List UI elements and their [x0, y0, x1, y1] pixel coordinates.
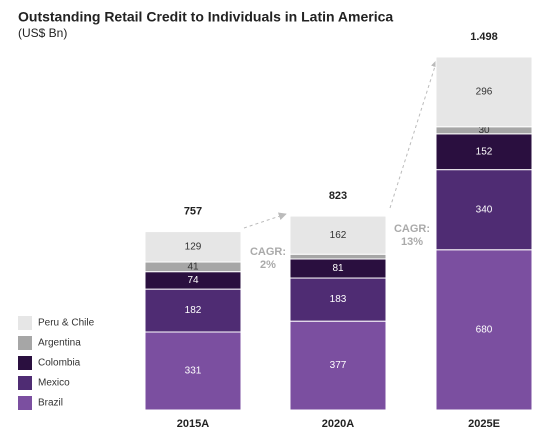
annotation: 13%	[401, 236, 423, 248]
legend-swatch	[18, 316, 32, 330]
total-label: 1.498	[470, 31, 498, 43]
value-label: 377	[330, 360, 347, 371]
value-label: 182	[185, 305, 202, 316]
bar-segment	[435, 249, 533, 411]
value-label: 331	[185, 366, 202, 377]
bar-segment	[289, 320, 387, 411]
bar-segment	[435, 133, 533, 171]
legend-label: Brazil	[38, 398, 63, 409]
legend-label: Peru & Chile	[38, 318, 95, 329]
total-label: 823	[329, 190, 347, 202]
bar-segment	[144, 288, 242, 333]
annotation: CAGR:	[250, 246, 286, 258]
bar-segment	[144, 331, 242, 411]
legend-label: Colombia	[38, 358, 81, 369]
x-tick-label: 2020A	[322, 418, 354, 430]
arrow	[243, 212, 287, 229]
legend-label: Argentina	[38, 338, 81, 349]
value-label: 152	[476, 146, 493, 157]
legend-swatch	[18, 376, 32, 390]
value-label: 129	[185, 241, 202, 252]
bar-segment	[289, 277, 387, 322]
chart-subtitle: (US$ Bn)	[18, 26, 67, 40]
chart-title: Outstanding Retail Credit to Individuals…	[18, 9, 393, 25]
bar-segment	[289, 253, 387, 260]
x-tick-label: 2025E	[468, 418, 500, 430]
value-label: 41	[187, 261, 199, 272]
arrow	[389, 59, 439, 209]
legend-label: Mexico	[38, 378, 70, 389]
value-label: 183	[330, 294, 347, 305]
value-label: 296	[476, 87, 493, 98]
bar-segment	[435, 169, 533, 251]
value-label: 81	[332, 263, 344, 274]
annotation: 2%	[260, 259, 276, 271]
x-tick-label: 2015A	[177, 418, 209, 430]
value-label: 74	[187, 275, 199, 286]
bar-segment	[435, 56, 533, 128]
total-label: 757	[184, 206, 202, 218]
value-label: 30	[478, 125, 490, 136]
legend-swatch	[18, 356, 32, 370]
value-label: 340	[476, 204, 493, 215]
annotation: CAGR:	[394, 223, 430, 235]
bar-segment	[144, 231, 242, 263]
legend-swatch	[18, 396, 32, 410]
legend-swatch	[18, 336, 32, 350]
value-label: 162	[330, 230, 347, 241]
bar-segment	[289, 215, 387, 255]
value-label: 680	[476, 325, 493, 336]
